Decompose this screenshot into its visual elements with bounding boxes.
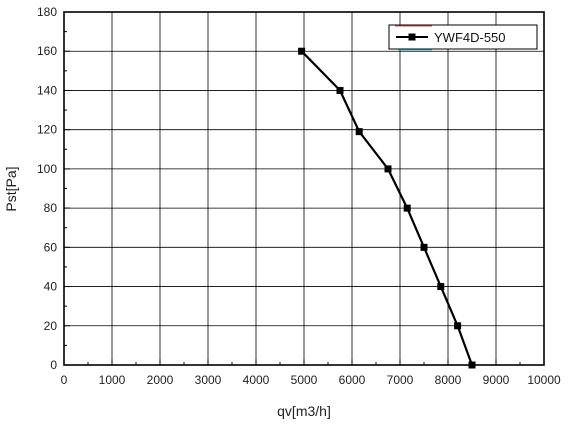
grid [64,12,544,365]
x-tick-label: 0 [61,373,68,387]
tick-labels: 0 1000 2000 3000 4000 5000 6000 7000 8000 9000 100… [37,5,561,387]
x-tick-label: 8000 [435,373,462,387]
legend-label: YWF4D-550 [434,30,506,45]
y-tick-label: 180 [37,5,57,19]
x-tick-label: 5000 [291,373,318,387]
x-tick-label: 4000 [243,373,270,387]
data-point [336,86,344,94]
data-point [384,165,392,173]
ticks [63,11,545,366]
y-axis-label: Pst[Pa] [3,166,19,211]
x-tick-label: 9000 [483,373,510,387]
y-tick-label: 80 [44,201,58,215]
x-tick-label: 3000 [195,373,222,387]
x-axis-label: qv[m3/h] [277,403,331,419]
y-tick-label: 100 [37,162,57,176]
y-tick-label: 140 [37,83,57,97]
x-tick-label: 2000 [147,373,174,387]
data-point [437,283,445,291]
x-tick-label: 10000 [527,373,561,387]
y-tick-label: 120 [37,123,57,137]
y-tick-label: 20 [44,319,58,333]
x-tick-label: 7000 [387,373,414,387]
y-tick-label: 0 [50,358,57,372]
data-point [403,204,411,212]
y-tick-label: 160 [37,44,57,58]
data-point [298,47,306,55]
x-tick-label: 1000 [99,373,126,387]
y-tick-label: 40 [44,280,58,294]
x-tick-label: 6000 [339,373,366,387]
legend: YWF4D-550 [388,24,538,51]
legend-marker-swatch [408,33,416,41]
data-point [355,128,363,136]
data-point [420,243,428,251]
y-tick-label: 60 [44,240,58,254]
data-point [454,322,462,330]
